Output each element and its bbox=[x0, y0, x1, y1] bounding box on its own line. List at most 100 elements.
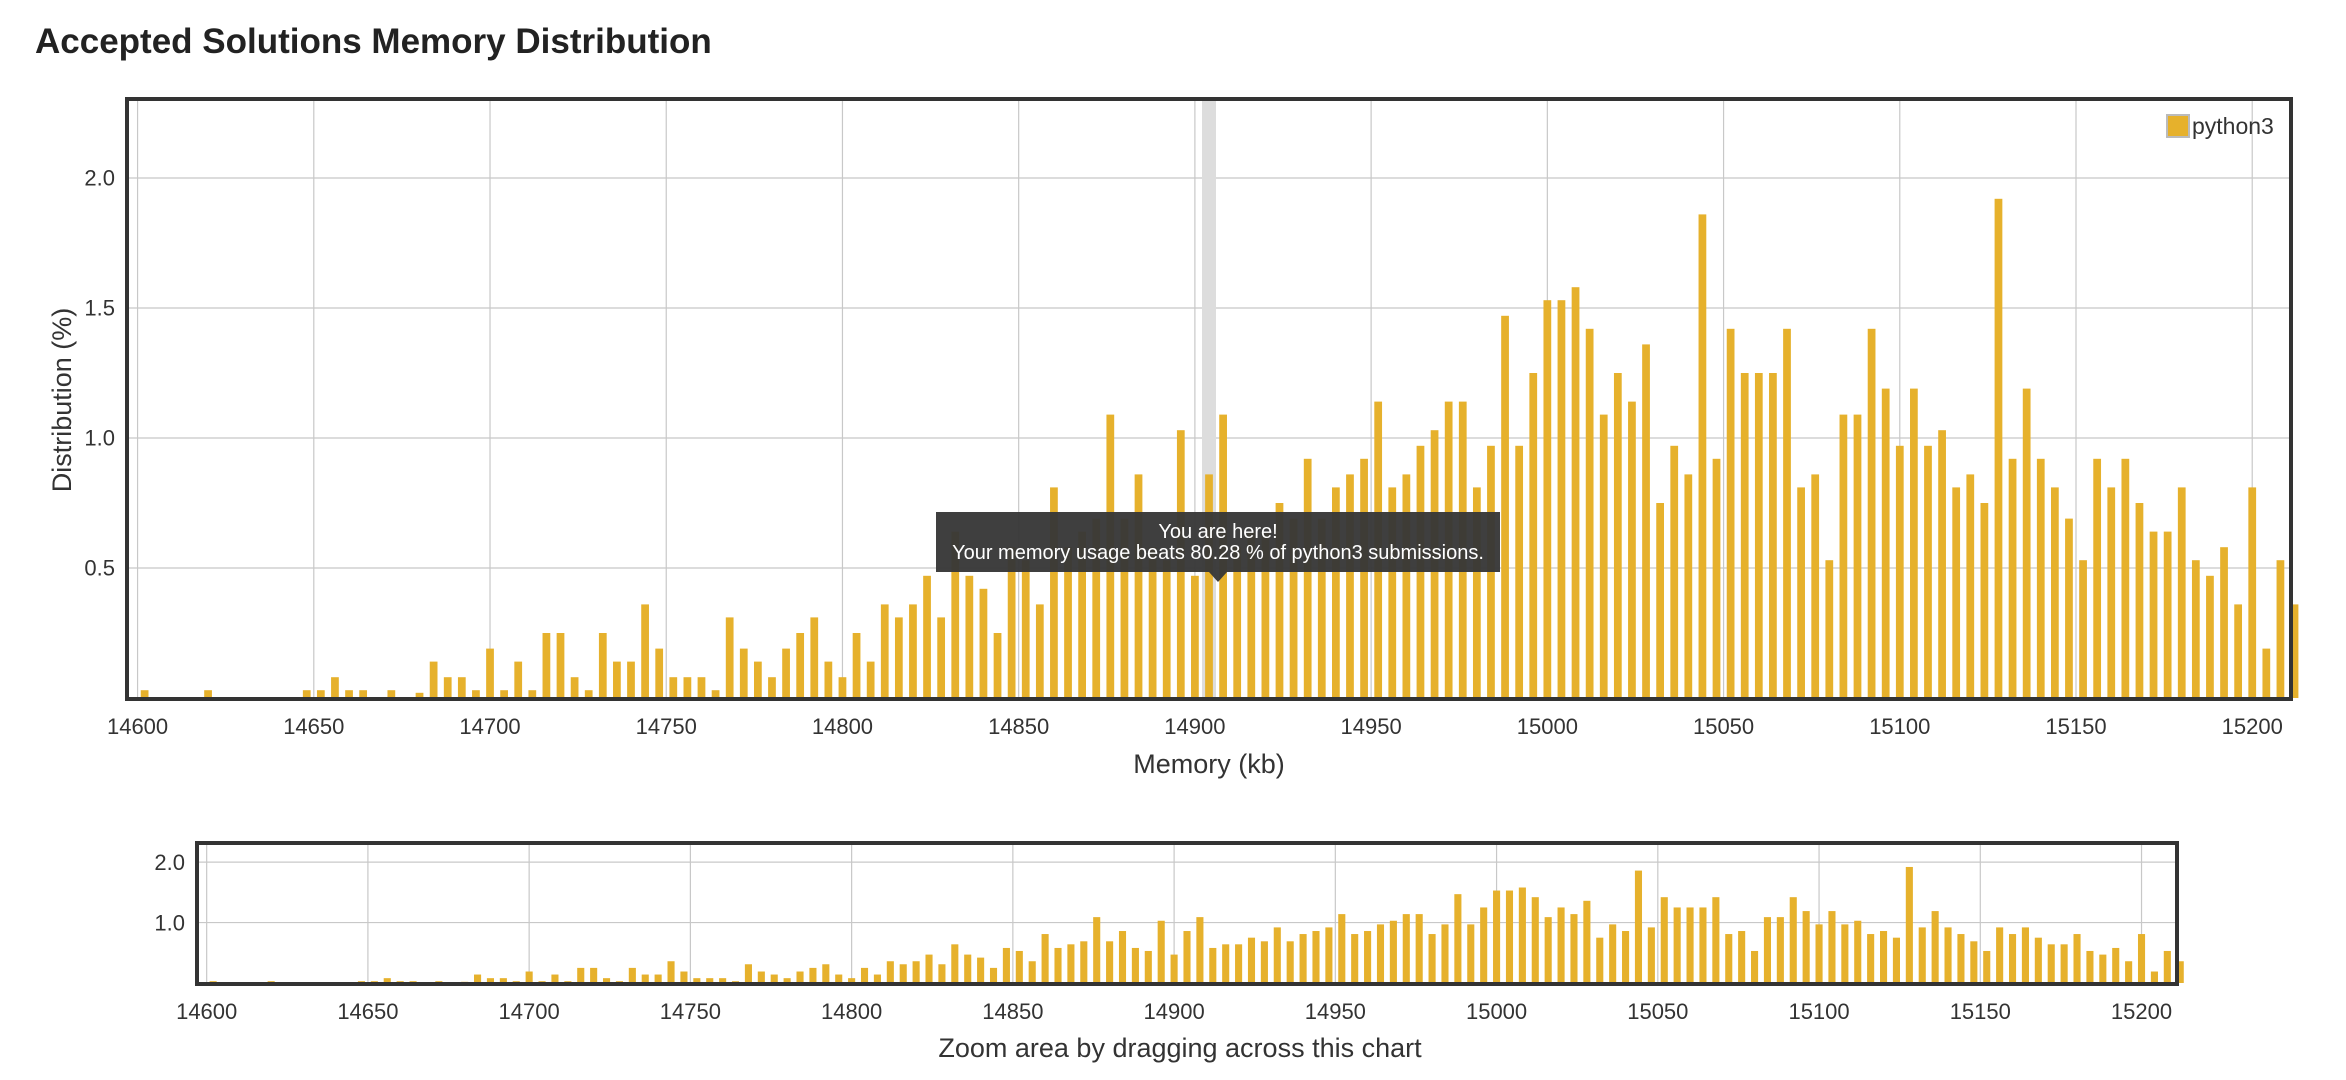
bar-14936 bbox=[1286, 941, 1294, 983]
bar-14832 bbox=[951, 531, 960, 698]
bar-15132 bbox=[1918, 927, 1926, 983]
bar-15116 bbox=[1952, 487, 1961, 698]
bar-14724 bbox=[602, 978, 611, 983]
bar-14812 bbox=[880, 604, 889, 698]
bar-14776 bbox=[753, 661, 762, 698]
bar-14664 bbox=[359, 690, 368, 698]
bar-15144 bbox=[2050, 487, 2059, 698]
bar-15100 bbox=[1815, 924, 1823, 983]
bar-14656 bbox=[383, 978, 391, 983]
bar-14876 bbox=[1093, 917, 1101, 983]
bar-14824 bbox=[925, 954, 933, 983]
bar-15132 bbox=[2008, 458, 2017, 698]
bar-14700 bbox=[486, 648, 494, 698]
bar-14740 bbox=[654, 974, 662, 983]
bar-14972 bbox=[1402, 914, 1410, 983]
bar-15056 bbox=[1740, 373, 1749, 698]
bar-15184 bbox=[2086, 950, 2094, 983]
tooltip-title: You are here! bbox=[1158, 521, 1278, 543]
x-tick-14600: 14600 bbox=[107, 714, 168, 739]
bar-14760 bbox=[719, 978, 727, 983]
bar-14804 bbox=[852, 633, 861, 698]
x-tick-15200: 15200 bbox=[2111, 999, 2172, 1024]
bar-14984 bbox=[1441, 924, 1449, 983]
bar-14956 bbox=[1351, 934, 1359, 983]
tooltip-message: Your memory usage beats 80.28 % of pytho… bbox=[952, 542, 1484, 564]
bar-14928 bbox=[1260, 941, 1268, 983]
x-tick-14700: 14700 bbox=[459, 714, 520, 739]
bar-14880 bbox=[1106, 941, 1114, 983]
bar-14700 bbox=[525, 971, 533, 983]
bar-15040 bbox=[1684, 474, 1693, 698]
navigator-chart[interactable]: 14600 14650 14700 14750 14800 14850 14900 14950… bbox=[154, 841, 2184, 1063]
bar-15008 bbox=[1518, 887, 1526, 983]
bar-15124 bbox=[1892, 937, 1900, 983]
navigator-x-tick-labels: 14600 14650 14700 14750 14800 14850 14900 14950… bbox=[176, 999, 2172, 1024]
bar-15172 bbox=[2149, 531, 2158, 698]
bar-15200 bbox=[2248, 487, 2257, 698]
navigator-frame bbox=[195, 841, 2179, 986]
bar-15172 bbox=[2047, 944, 2055, 983]
bar-14768 bbox=[744, 964, 752, 983]
bar-15156 bbox=[1996, 927, 2004, 983]
bar-15116 bbox=[1867, 934, 1875, 983]
bar-14708 bbox=[551, 974, 559, 983]
bar-15188 bbox=[2099, 954, 2107, 983]
x-tick-14800: 14800 bbox=[821, 999, 882, 1024]
bar-14724 bbox=[570, 677, 579, 698]
bar-15204 bbox=[2150, 971, 2158, 983]
bar-15028 bbox=[1642, 344, 1650, 698]
bar-15068 bbox=[1783, 328, 1791, 698]
bar-15156 bbox=[2093, 458, 2102, 698]
legend[interactable]: python3 bbox=[2166, 113, 2274, 139]
bar-14964 bbox=[1376, 924, 1385, 983]
x-tick-15050: 15050 bbox=[1627, 999, 1688, 1024]
bar-14736 bbox=[613, 661, 621, 698]
bar-15016 bbox=[1544, 917, 1552, 983]
bar-14932 bbox=[1273, 927, 1281, 983]
bar-15120 bbox=[1966, 474, 1975, 698]
bar-14772 bbox=[757, 971, 765, 983]
bar-15192 bbox=[2112, 947, 2120, 983]
x-tick-14900: 14900 bbox=[1144, 999, 1205, 1024]
bar-14620 bbox=[204, 690, 212, 698]
bar-14820 bbox=[912, 961, 920, 983]
bar-15012 bbox=[1531, 897, 1539, 983]
main-chart[interactable]: 14600 14650 14700 14750 14800 14850 14900 14950… bbox=[47, 97, 2299, 779]
bar-14752 bbox=[669, 677, 678, 698]
x-tick-14750: 14750 bbox=[636, 714, 697, 739]
bar-14924 bbox=[1247, 937, 1256, 983]
y-tick-1: 2.0 bbox=[154, 850, 185, 875]
bar-14732 bbox=[598, 633, 607, 698]
main-y-axis-label: Distribution (%) bbox=[47, 308, 77, 493]
bar-14852 bbox=[1015, 950, 1023, 983]
bar-15088 bbox=[1853, 414, 1862, 698]
bar-15000 bbox=[1493, 890, 1501, 983]
bar-14680 bbox=[415, 692, 424, 698]
bar-14948 bbox=[1325, 927, 1333, 983]
bar-14728 bbox=[584, 690, 593, 698]
bar-14716 bbox=[542, 633, 551, 698]
bar-15160 bbox=[2008, 934, 2017, 983]
bar-15108 bbox=[1924, 445, 1932, 698]
bar-15084 bbox=[1839, 414, 1848, 698]
tooltip-arrow bbox=[1209, 572, 1227, 582]
bar-15060 bbox=[1754, 373, 1763, 698]
x-tick-14700: 14700 bbox=[499, 999, 560, 1024]
bar-15004 bbox=[1557, 300, 1566, 698]
bar-14720 bbox=[556, 633, 565, 698]
bar-15060 bbox=[1686, 907, 1694, 983]
bar-14848 bbox=[1002, 947, 1010, 983]
x-tick-14800: 14800 bbox=[812, 714, 873, 739]
bar-15160 bbox=[2107, 487, 2116, 698]
bar-14872 bbox=[1080, 941, 1088, 983]
bar-15164 bbox=[2021, 927, 2029, 983]
bar-14756 bbox=[683, 677, 692, 698]
bar-15036 bbox=[1670, 445, 1679, 698]
bar-15208 bbox=[2276, 560, 2285, 698]
bar-14916 bbox=[1247, 531, 1256, 698]
bar-14816 bbox=[894, 617, 903, 698]
bar-14792 bbox=[822, 964, 830, 983]
bar-14992 bbox=[1515, 445, 1524, 698]
